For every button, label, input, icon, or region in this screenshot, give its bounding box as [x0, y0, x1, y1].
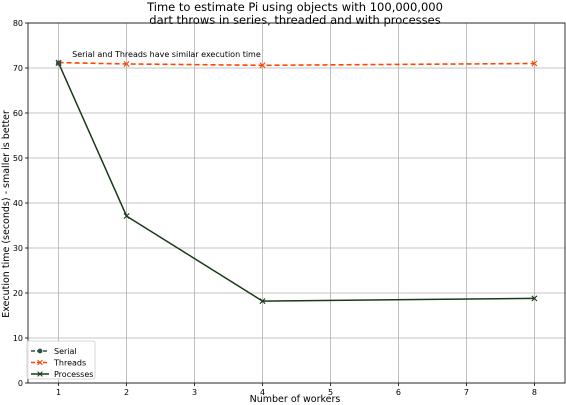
y-tick-label: 10: [13, 334, 23, 343]
y-tick-label: 0: [18, 379, 23, 388]
y-tick-label: 60: [13, 109, 23, 118]
legend: Serial Threads Processes: [27, 341, 95, 379]
y-tick-label: 70: [13, 64, 23, 73]
legend-label-serial: Serial: [54, 347, 77, 356]
legend-label-processes: Processes: [54, 370, 93, 379]
x-tick-label: 1: [56, 388, 61, 397]
x-tick-label: 2: [124, 388, 129, 397]
y-tick-label: 50: [13, 154, 23, 163]
annotation-text: Serial and Threads have similar executio…: [72, 50, 261, 59]
y-axis-label: Execution time (seconds) - smaller is be…: [1, 110, 12, 318]
chart-title-line-1: Time to estimate Pi using objects with 1…: [146, 0, 443, 14]
x-tick-label: 7: [464, 388, 469, 397]
series-serial: [56, 60, 61, 65]
x-tick-label: 3: [192, 388, 197, 397]
legend-marker-serial: [38, 349, 43, 354]
legend-label-threads: Threads: [53, 359, 86, 368]
x-axis-label: Number of workers: [250, 394, 341, 405]
y-tick-label: 30: [13, 244, 23, 253]
serial-point: [56, 60, 61, 65]
x-tick-label: 6: [396, 388, 401, 397]
y-tick-label: 80: [13, 19, 23, 28]
x-tick-label: 8: [532, 388, 537, 397]
chart-title-line-2: dart throws in series, threaded and with…: [149, 13, 440, 27]
y-tick-label: 40: [13, 199, 23, 208]
y-tick-label: 20: [13, 289, 23, 298]
